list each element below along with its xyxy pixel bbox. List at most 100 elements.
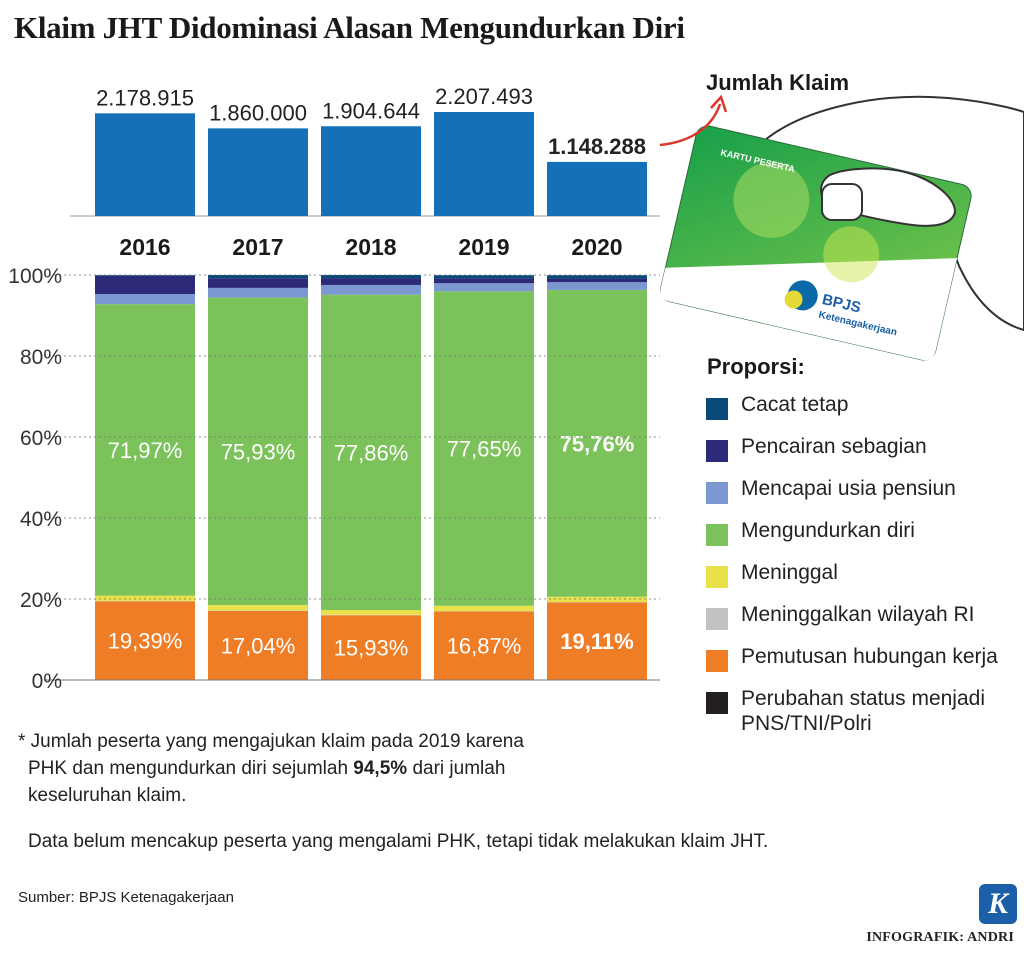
year-label-2020: 2020 <box>571 234 622 260</box>
segment-2019-5 <box>434 283 534 292</box>
footnote-1-highlight: 94,5% <box>353 758 408 779</box>
card-illustration: KARTU PESERTA BPJS Ketenagakerjaan <box>660 95 1024 361</box>
segment-2017-6 <box>208 278 308 288</box>
year-label-2017: 2017 <box>232 234 283 260</box>
segment-2016-6 <box>95 275 195 294</box>
segment-2019-3 <box>434 605 534 612</box>
legend-item-cacat-tetap: Cacat tetap <box>706 392 1016 434</box>
legend-item-meninggalkan-wilayah-ri: Meninggalkan wilayah RI <box>706 602 1016 644</box>
legend-label: Meninggalkan wilayah RI <box>741 603 975 626</box>
segment-2016-3 <box>95 595 195 601</box>
footnote-2: Data belum mencakup peserta yang mengala… <box>28 831 769 852</box>
legend-item-perubahan-status: Perubahan status menjadi PNS/TNI/Polri <box>706 686 1016 742</box>
segment-2019-1 <box>434 611 534 680</box>
footnote-1-text-end: dari jumlah <box>407 758 506 779</box>
segment-label-2020-1: 19,11% <box>560 629 633 654</box>
segment-2017-5 <box>208 287 308 298</box>
legend-item-pencairan-sebagian: Pencairan sebagian <box>706 434 1016 476</box>
segment-label-2016-1: 19,39% <box>108 629 183 654</box>
legend: Cacat tetap Pencairan sebagian Mencapai … <box>706 392 1016 742</box>
legend-label: Pencairan sebagian <box>741 435 927 458</box>
claim-bar-2019 <box>434 112 534 216</box>
segment-2019-4 <box>434 291 534 606</box>
segment-2019-7 <box>434 275 534 279</box>
claim-bar-2020 <box>547 161 647 216</box>
segment-2016-5 <box>95 293 195 305</box>
top-chart-title: Jumlah Klaim <box>706 70 849 95</box>
thumbnail-shape <box>821 183 863 221</box>
segment-2020-4 <box>547 289 647 597</box>
top-chart-arrow <box>659 103 722 147</box>
legend-swatch <box>706 398 728 420</box>
legend-label: Cacat tetap <box>741 393 849 416</box>
year-label-2018: 2018 <box>345 234 396 260</box>
segment-label-2017-1: 17,04% <box>221 633 296 658</box>
source-text: Sumber: BPJS Ketenagakerjaan <box>18 889 234 906</box>
claim-bar-2018 <box>321 126 421 216</box>
claim-value-label-2020: 1.148.288 <box>548 134 646 159</box>
claim-bar-2016 <box>95 113 195 216</box>
legend-item-mengundurkan-diri: Mengundurkan diri <box>706 518 1016 560</box>
legend-label: Mengundurkan diri <box>741 519 915 542</box>
footnote-1-line-2: PHK dan mengundurkan diri sejumlah 94,5%… <box>18 755 524 782</box>
footnote-1-text: PHK dan mengundurkan diri sejumlah <box>28 758 354 779</box>
y-tick-label-100: 100% <box>8 265 62 288</box>
segment-2018-5 <box>321 284 421 295</box>
top-bar-chart: 2.178.915 2016 1.860.000 2017 1.904.644 2018 2… <box>70 84 660 260</box>
infographic-credit: INFOGRAFIK: ANDRI <box>866 930 1014 945</box>
segment-label-2016-4: 71,97% <box>108 438 183 463</box>
legend-title: Proporsi: <box>707 354 805 379</box>
stacked-percent-chart: 19,39% 71,97% 17,04% 75,93% 15,93% 77,86% 16,8… <box>8 265 660 693</box>
segment-2020-7 <box>547 275 647 279</box>
claim-bar-2017 <box>208 128 308 216</box>
legend-swatch <box>706 650 728 672</box>
segment-2018-1 <box>321 615 421 680</box>
year-label-2016: 2016 <box>119 234 170 260</box>
legend-label: Pemutusan hubungan kerja <box>741 645 998 668</box>
legend-swatch <box>706 692 728 714</box>
segment-2020-6 <box>547 278 647 283</box>
legend-label: Meninggal <box>741 561 838 584</box>
footnote-1-line-3: keseluruhan klaim. <box>28 785 187 806</box>
y-tick-label-20: 20% <box>20 589 62 612</box>
legend-label: Mencapai usia pensiun <box>741 477 956 500</box>
legend-swatch <box>706 482 728 504</box>
year-label-2019: 2019 <box>458 234 509 260</box>
top-chart-arrowhead <box>710 94 728 113</box>
segment-2016-4 <box>95 304 195 596</box>
segment-2016-1 <box>95 601 195 680</box>
legend-label: Perubahan status menjadi PNS/TNI/Polri <box>741 687 985 735</box>
segment-label-2018-1: 15,93% <box>334 636 409 661</box>
segment-label-2017-4: 75,93% <box>221 439 296 464</box>
footnote-1-line-1: * Jumlah peserta yang mengajukan klaim p… <box>18 731 524 752</box>
segment-label-2019-4: 77,65% <box>447 437 522 462</box>
segment-2018-6 <box>321 278 421 285</box>
segment-2017-1 <box>208 610 308 680</box>
claim-value-label-2019: 2.207.493 <box>435 84 533 109</box>
y-tick-label-40: 40% <box>20 508 62 531</box>
legend-item-mencapai-usia-pensiun: Mencapai usia pensiun <box>706 476 1016 518</box>
legend-item-pemutusan-hubungan-kerja: Pemutusan hubungan kerja <box>706 644 1016 686</box>
y-tick-label-60: 60% <box>20 427 62 450</box>
page-title: Klaim JHT Didominasi Alasan Mengundurkan… <box>14 10 685 45</box>
segment-2019-6 <box>434 278 534 284</box>
segment-label-2018-4: 77,86% <box>334 440 409 465</box>
claim-value-label-2018: 1.904.644 <box>322 98 420 123</box>
segment-2017-3 <box>208 605 308 611</box>
segment-2020-5 <box>547 282 647 290</box>
segment-2018-7 <box>321 275 421 279</box>
legend-swatch <box>706 608 728 630</box>
publisher-logo: K <box>979 884 1017 924</box>
claim-value-label-2016: 2.178.915 <box>96 85 194 110</box>
y-tick-label-80: 80% <box>20 346 62 369</box>
legend-swatch <box>706 524 728 546</box>
legend-item-meninggal: Meninggal <box>706 560 1016 602</box>
segment-2020-3 <box>547 596 647 602</box>
segment-label-2020-4: 75,76% <box>560 431 635 456</box>
legend-swatch <box>706 440 728 462</box>
segment-label-2019-1: 16,87% <box>447 634 522 659</box>
segment-2018-4 <box>321 294 421 611</box>
footnote-1: * Jumlah peserta yang mengajukan klaim p… <box>18 728 524 809</box>
segment-2017-7 <box>208 275 308 279</box>
